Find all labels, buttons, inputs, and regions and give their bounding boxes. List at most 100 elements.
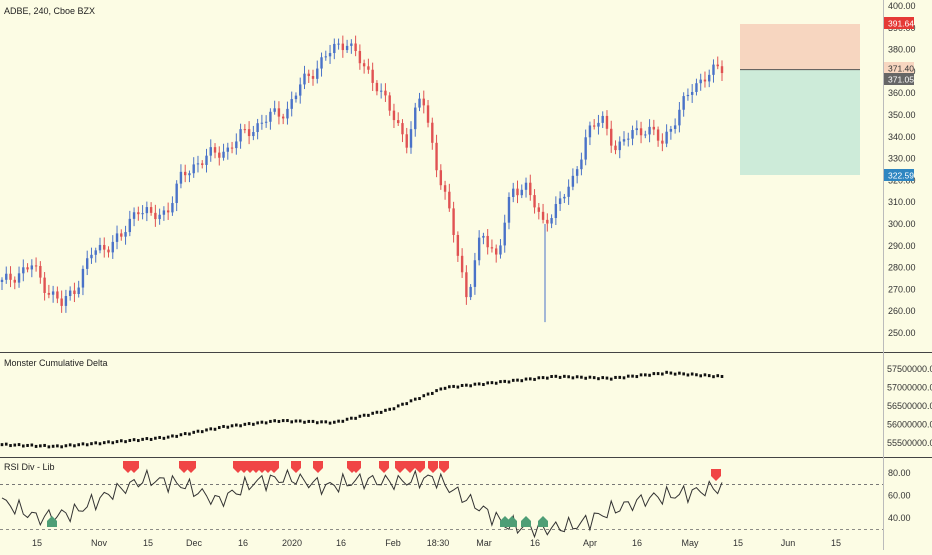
candle-body	[98, 244, 102, 251]
stop-loss-zone[interactable]	[740, 24, 860, 70]
bearish-divergence-marker[interactable]	[186, 461, 196, 473]
candle-body	[218, 152, 221, 158]
bearish-divergence-marker[interactable]	[313, 461, 323, 473]
bearish-divergence-marker[interactable]	[415, 461, 425, 473]
delta-bar	[473, 382, 477, 386]
bearish-divergence-marker[interactable]	[129, 461, 139, 473]
candle-body	[324, 56, 327, 58]
bearish-divergence-marker[interactable]	[351, 461, 361, 473]
candle-body	[482, 235, 485, 238]
delta-bar	[115, 440, 119, 444]
candle-body	[631, 130, 634, 139]
delta-bar	[456, 385, 460, 389]
delta-bar	[452, 384, 455, 388]
candle-body	[273, 108, 276, 112]
candle-body	[669, 128, 673, 132]
candle-body	[567, 186, 570, 197]
price-tick-label: 350.00	[888, 110, 916, 120]
candle-body	[418, 98, 421, 108]
candle-body	[541, 211, 545, 220]
delta-bar	[635, 375, 639, 379]
delta-bar	[384, 408, 387, 412]
delta-tick-label: 57500000.00	[887, 364, 932, 374]
candle-body	[367, 66, 370, 70]
bullish-divergence-marker[interactable]	[521, 516, 531, 527]
delta-bar	[575, 375, 579, 379]
candle-body	[51, 291, 55, 295]
price-tick-label: 340.00	[888, 132, 916, 142]
bearish-divergence-marker[interactable]	[291, 461, 301, 473]
candle-body	[303, 73, 306, 85]
delta-bar	[124, 440, 127, 444]
candle-body	[90, 254, 93, 259]
delta-bar	[418, 397, 421, 401]
candle-body	[520, 189, 523, 196]
delta-bar	[341, 419, 345, 423]
delta-bar	[563, 374, 566, 378]
delta-bar	[507, 380, 511, 384]
candle-body	[111, 241, 114, 253]
bearish-divergence-marker[interactable]	[379, 461, 389, 473]
delta-bar	[64, 444, 68, 448]
symbol-title[interactable]: ADBE, 240, Cboe BZX	[4, 6, 95, 16]
delta-bar	[588, 375, 592, 379]
delta-bar	[661, 372, 664, 376]
time-tick-label: 15	[733, 538, 743, 548]
candle-body	[328, 53, 332, 57]
candle-body	[222, 151, 225, 158]
delta-bar	[303, 420, 306, 424]
delta-bar	[716, 374, 720, 378]
candle-body	[64, 296, 68, 306]
delta-bar	[9, 444, 12, 448]
bearish-divergence-marker[interactable]	[405, 461, 415, 473]
candle-body	[188, 173, 191, 176]
rsi-pane-title[interactable]: RSI Div - Lib	[4, 462, 55, 472]
bearish-divergence-marker[interactable]	[711, 469, 721, 481]
delta-bar	[17, 443, 21, 447]
candle-body	[226, 147, 229, 152]
candle-body	[490, 247, 494, 249]
candle-body	[426, 105, 430, 123]
bearish-divergence-marker[interactable]	[395, 461, 405, 473]
delta-tick-label: 56000000.00	[887, 419, 932, 429]
delta-bar	[107, 440, 110, 444]
delta-bar	[111, 441, 115, 445]
bullish-divergence-marker[interactable]	[507, 516, 517, 527]
candle-body	[115, 233, 119, 242]
bearish-divergence-marker[interactable]	[428, 461, 438, 473]
candle-body	[239, 129, 242, 142]
delta-bar	[469, 384, 472, 388]
delta-bar	[154, 436, 157, 440]
delta-bar	[209, 427, 213, 431]
delta-bar	[171, 434, 174, 438]
bearish-divergence-marker[interactable]	[269, 461, 279, 473]
candle-body	[601, 115, 604, 123]
candle-body	[571, 175, 575, 187]
delta-bar	[477, 382, 481, 386]
delta-bar	[686, 373, 690, 377]
delta-bar	[256, 421, 259, 425]
stop-price-label: 391.64	[888, 19, 914, 29]
candle-body	[443, 185, 447, 192]
delta-bar	[141, 437, 144, 441]
candle-body	[0, 279, 4, 282]
candle-body	[9, 273, 12, 280]
bullish-divergence-marker[interactable]	[47, 516, 57, 527]
candle-body	[529, 182, 532, 196]
candle-body	[533, 195, 536, 208]
delta-pane-title[interactable]: Monster Cumulative Delta	[4, 358, 108, 368]
target-price-tag	[884, 169, 914, 181]
candle-body	[68, 290, 72, 297]
take-profit-zone[interactable]	[740, 70, 860, 175]
candle-body	[137, 212, 140, 215]
candle-body	[120, 233, 123, 237]
delta-bar	[247, 422, 251, 426]
candle-body	[175, 183, 178, 204]
delta-bar	[601, 376, 605, 380]
delta-tick-label: 56500000.00	[887, 401, 932, 411]
candle-body	[103, 244, 106, 250]
bullish-divergence-marker[interactable]	[538, 516, 548, 527]
bearish-divergence-marker[interactable]	[439, 461, 449, 473]
